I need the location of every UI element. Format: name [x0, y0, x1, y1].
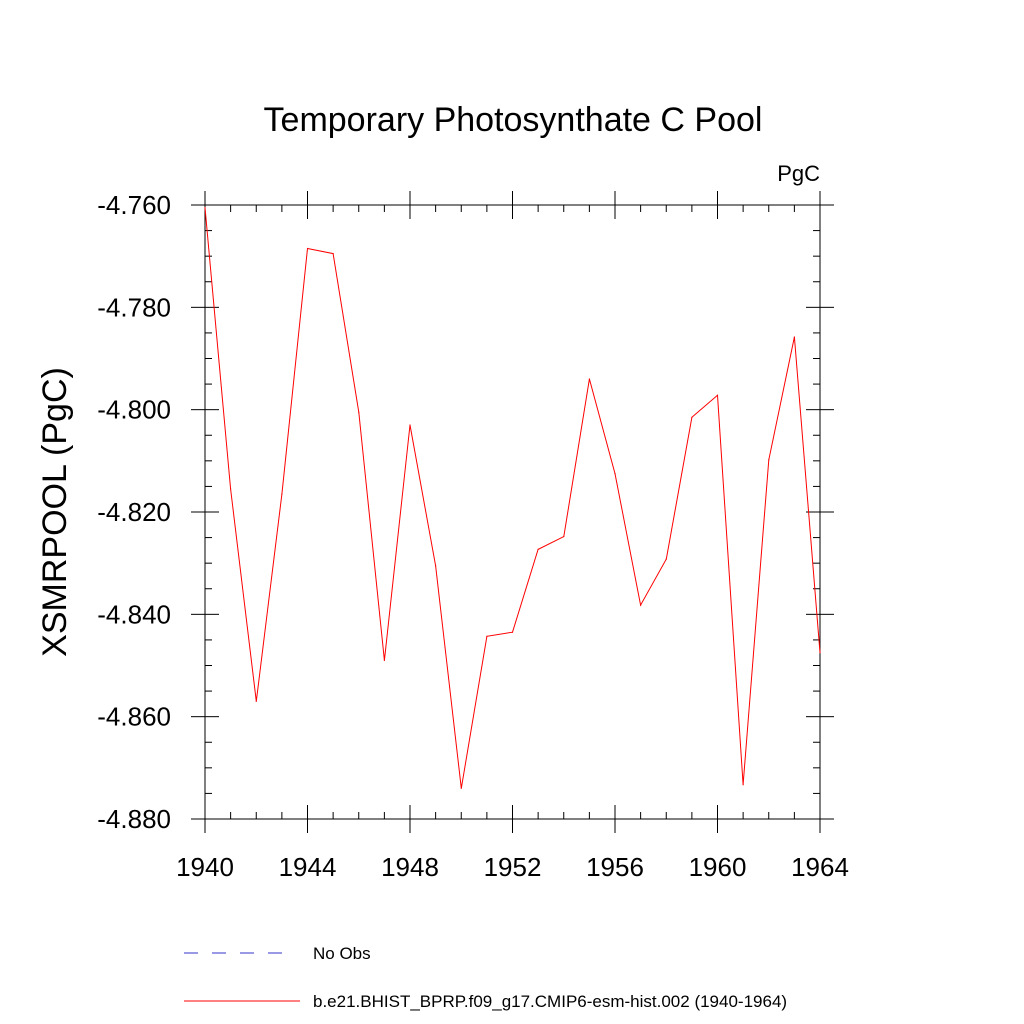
data-point: [511, 631, 514, 633]
data-point: [691, 416, 693, 418]
y-tick-label: -4.800: [97, 395, 171, 425]
data-point: [819, 652, 821, 654]
x-tick-label: 1948: [381, 852, 439, 882]
data-point: [486, 635, 488, 637]
series-line: [204, 207, 821, 789]
tick-labels: 1940 1944 1948 1952 1956 1960 1964 -4.880 -4.860…: [97, 190, 849, 882]
units-label: PgC: [777, 161, 820, 186]
data-point: [332, 253, 334, 255]
data-point: [383, 659, 385, 661]
data-point: [435, 565, 437, 567]
data-point: [358, 411, 360, 413]
legend-label-no-obs: No Obs: [313, 944, 371, 963]
plot-frame: [204, 204, 821, 820]
legend-label-model: b.e21.BHIST_BPRP.f09_g17.CMIP6-esm-hist.…: [313, 992, 787, 1011]
data-point: [460, 787, 462, 789]
y-tick-label: -4.760: [97, 190, 171, 220]
x-tick-label: 1944: [279, 852, 337, 882]
axis-ticks: [191, 191, 834, 833]
data-point: [204, 206, 206, 209]
x-tick-label: 1964: [791, 852, 849, 882]
x-tick-label: 1956: [586, 852, 644, 882]
data-point: [537, 548, 539, 550]
chart-title: Temporary Photosynthate C Pool: [264, 101, 763, 139]
legend: No Obs b.e21.BHIST_BPRP.f09_g17.CMIP6-es…: [184, 944, 787, 1011]
data-point: [588, 378, 590, 380]
data-point: [640, 604, 642, 606]
data-point: [742, 784, 744, 786]
data-point: [665, 558, 667, 560]
y-tick-label: -4.880: [97, 804, 171, 834]
data-point: [255, 700, 257, 702]
series-group: [204, 206, 821, 789]
x-tick-label: 1940: [176, 852, 234, 882]
y-tick-label: -4.780: [97, 292, 171, 322]
data-point: [409, 424, 411, 426]
y-tick-label: -4.840: [97, 599, 171, 629]
x-tick-label: 1952: [484, 852, 542, 882]
data-point: [306, 247, 309, 250]
y-tick-label: -4.820: [97, 497, 171, 527]
y-tick-label: -4.860: [97, 702, 171, 732]
data-point: [716, 394, 719, 396]
x-tick-label: 1960: [689, 852, 747, 882]
data-point: [793, 336, 795, 338]
data-point: [281, 493, 283, 495]
data-point: [614, 473, 616, 475]
data-point: [230, 488, 232, 490]
data-point: [768, 459, 770, 461]
data-point: [563, 535, 565, 538]
y-axis-label: XSMRPOOL (PgC): [36, 367, 74, 657]
